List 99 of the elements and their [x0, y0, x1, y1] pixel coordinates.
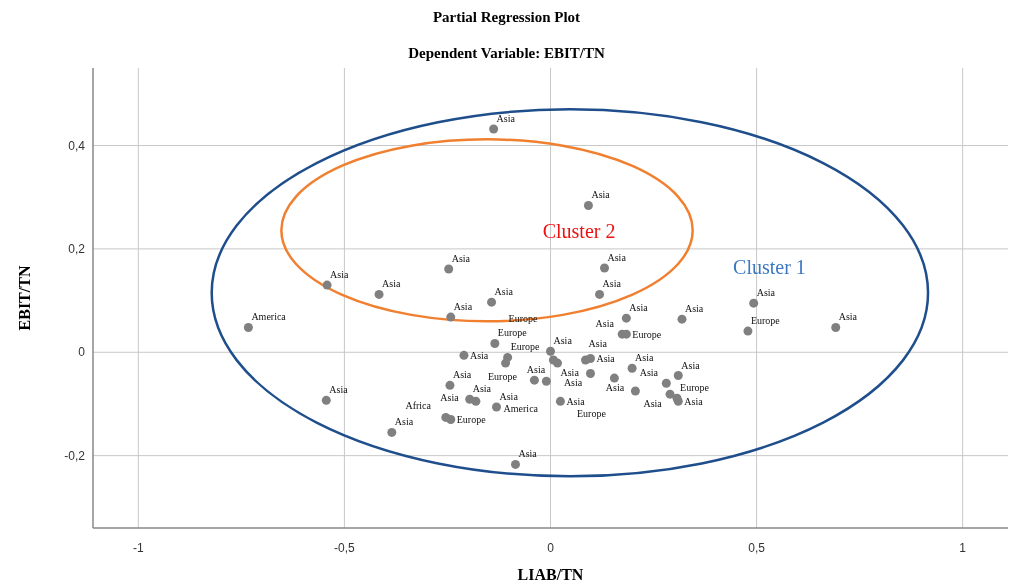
y-tick-label: 0 — [78, 345, 86, 360]
text: Europe — [632, 329, 662, 341]
x-tick-label: -0,5 — [334, 541, 356, 555]
point — [546, 346, 555, 356]
text: Asia — [635, 352, 654, 364]
text: Europe — [456, 414, 486, 426]
point — [743, 326, 753, 336]
x-tick-label: 1 — [959, 541, 967, 555]
series-label: America — [251, 311, 287, 323]
text: Asia — [838, 311, 858, 323]
point — [487, 297, 497, 307]
text: Asia — [453, 301, 473, 313]
point — [321, 395, 331, 405]
point — [446, 312, 456, 322]
point — [459, 350, 469, 360]
point — [441, 412, 451, 422]
point — [831, 322, 841, 332]
point — [501, 358, 511, 368]
text: Asia — [329, 384, 348, 396]
text: Asia — [596, 353, 615, 365]
x-tick-label: 0,5 — [748, 541, 766, 555]
text: Asia — [469, 350, 489, 362]
point — [585, 368, 595, 378]
point — [621, 313, 631, 323]
y-tick-label: 0,2 — [68, 241, 86, 256]
text: Asia — [440, 392, 459, 404]
text: Asia — [591, 189, 610, 201]
text: Asia — [684, 303, 704, 315]
text: Asia — [595, 318, 614, 330]
point — [492, 402, 502, 412]
point — [630, 386, 640, 396]
text: America — [503, 403, 539, 415]
text: Asia — [563, 377, 583, 389]
text: Europe — [488, 371, 517, 383]
series-label: Africa — [405, 400, 432, 412]
text: Asia — [526, 364, 546, 376]
point — [555, 396, 565, 406]
point — [553, 358, 563, 368]
point — [599, 263, 609, 273]
point — [673, 371, 683, 381]
text: Asia — [684, 396, 703, 408]
point — [374, 289, 384, 299]
point — [627, 363, 637, 373]
point — [529, 375, 539, 385]
point — [609, 373, 619, 383]
point — [471, 396, 481, 406]
point — [387, 427, 397, 437]
text: Europe — [680, 382, 709, 394]
x-axis-title: LIAB/TN — [517, 566, 584, 583]
text: Asia — [643, 398, 662, 410]
chart-title: Partial Regression Plot — [432, 9, 581, 25]
point — [541, 376, 551, 386]
series-label: Europe — [750, 315, 781, 327]
text: Asia — [605, 382, 625, 394]
text: Asia — [607, 252, 626, 264]
y-axis-title: EBIT/TN — [16, 265, 33, 331]
point — [749, 298, 759, 308]
text: Asia — [588, 338, 607, 350]
point — [510, 459, 520, 469]
text: Asia — [394, 416, 414, 428]
text: Europe — [576, 408, 606, 420]
text: Asia — [382, 278, 401, 290]
point — [585, 353, 595, 363]
chart-subtitle: Dependent Variable: EBIT/TN — [408, 45, 606, 61]
text: Asia — [494, 286, 513, 298]
text: Europe — [510, 341, 540, 353]
series-label: Asia — [560, 367, 580, 379]
annotation: Cluster 2 — [542, 220, 616, 243]
point — [661, 378, 671, 388]
text: Asia — [681, 359, 700, 371]
point — [595, 289, 605, 299]
text: Asia — [451, 253, 471, 265]
point — [665, 389, 675, 399]
text: Asia — [629, 302, 648, 314]
text: Asia — [553, 335, 572, 347]
annotation: Cluster 1 — [733, 255, 806, 278]
point — [490, 338, 500, 348]
text: Europe — [497, 327, 527, 339]
text: Asia — [499, 391, 518, 403]
point — [583, 200, 593, 210]
text: Asia — [518, 448, 537, 460]
point — [322, 280, 332, 290]
text: Asia — [496, 112, 515, 124]
y-tick-label: 0,4 — [68, 138, 86, 153]
point — [445, 380, 455, 390]
x-tick-label: -1 — [133, 541, 144, 555]
text: Asia — [472, 383, 492, 395]
text: Asia — [756, 287, 776, 299]
point — [444, 264, 454, 274]
y-tick-label: -0,2 — [64, 448, 86, 463]
point — [243, 322, 253, 332]
text: Asia — [639, 367, 659, 379]
x-tick-label: 0 — [547, 541, 555, 555]
text: Asia — [452, 369, 472, 381]
text: Asia — [566, 396, 585, 408]
point — [489, 124, 499, 134]
point — [677, 314, 687, 324]
text: Asia — [602, 278, 621, 290]
text: Asia — [330, 269, 349, 281]
